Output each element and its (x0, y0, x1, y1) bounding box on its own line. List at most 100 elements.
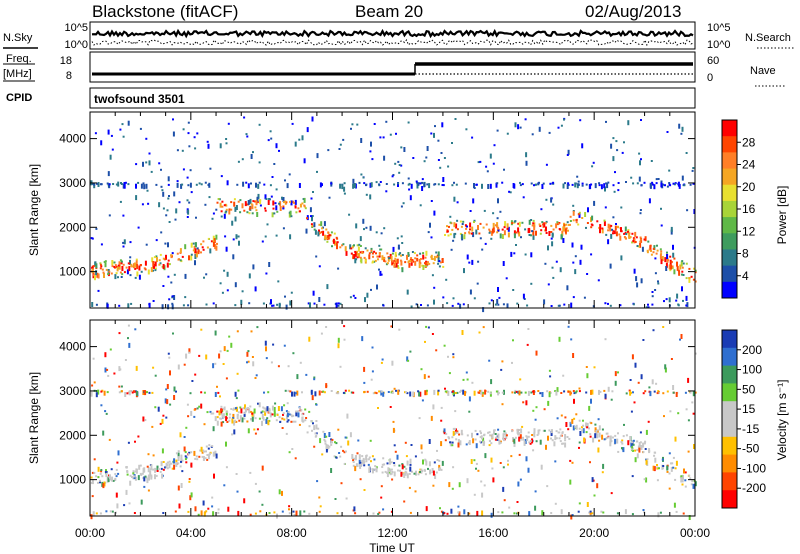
echo-cell (483, 484, 486, 487)
echo-cell (131, 476, 133, 478)
echo-cell (254, 417, 257, 420)
echo-cell (344, 246, 347, 252)
echo-cell (432, 470, 435, 476)
echo-cell (671, 462, 674, 465)
colorbar-cell (722, 152, 737, 170)
echo-cell (271, 212, 274, 218)
echo-cell (562, 183, 565, 189)
echo-cell (264, 410, 267, 416)
echo-cell (510, 455, 513, 458)
echo-cell (180, 460, 182, 463)
echo-cell (363, 366, 366, 372)
echo-cell (513, 512, 516, 515)
echo-cell (694, 280, 697, 283)
echo-cell (380, 485, 383, 488)
echo-cell (681, 266, 684, 269)
echo-cell (206, 246, 209, 249)
echo-cell (383, 463, 386, 466)
echo-cell (501, 228, 504, 231)
colorbar-tick-label: 24 (742, 158, 756, 172)
echo-cell (462, 389, 465, 395)
echo-cell (127, 324, 130, 327)
echo-cell (613, 232, 616, 235)
echo-cell (598, 439, 601, 442)
echo-cell (125, 489, 128, 495)
echo-cell (265, 346, 267, 352)
echo-cell (614, 225, 617, 231)
echo-cell (261, 410, 264, 413)
echo-cell (174, 218, 177, 221)
echo-cell (162, 512, 165, 514)
echo-cell (380, 390, 383, 396)
echo-cell (662, 326, 665, 328)
echo-cell (594, 183, 597, 189)
echo-cell (104, 410, 107, 413)
echo-cell (539, 225, 542, 227)
echo-cell (493, 429, 495, 435)
echo-cell (119, 259, 122, 262)
echo-cell (392, 420, 395, 423)
nave-tick-high: 60 (707, 55, 719, 67)
echo-cell (531, 230, 534, 233)
echo-cell (524, 253, 527, 256)
x-tick-label: 00:00 (680, 526, 710, 540)
echo-cell (607, 229, 610, 232)
echo-cell (97, 273, 100, 279)
echo-cell (204, 457, 207, 460)
echo-cell (221, 200, 224, 203)
echo-cell (499, 441, 502, 444)
echo-cell (134, 390, 137, 393)
echo-cell (116, 503, 119, 509)
echo-cell (122, 135, 125, 138)
echo-cell (225, 246, 228, 252)
echo-cell (684, 471, 687, 474)
echo-cell (461, 223, 464, 225)
echo-cell (172, 131, 175, 137)
echo-cell (370, 288, 372, 291)
echo-cell (235, 406, 238, 412)
echo-cell (537, 429, 540, 435)
echo-cell (323, 303, 326, 306)
echo-cell (494, 438, 497, 441)
echo-cell (257, 402, 259, 405)
echo-cell (139, 472, 142, 475)
echo-cell (288, 413, 291, 416)
echo-cell (430, 415, 433, 421)
echo-cell (234, 419, 237, 422)
echo-cell (273, 212, 276, 215)
echo-cell (575, 424, 578, 430)
echo-cell (350, 247, 353, 250)
echo-cell (363, 256, 366, 259)
echo-cell (471, 432, 473, 438)
echo-cell (253, 428, 256, 431)
echo-cell (315, 424, 318, 430)
echo-cell (328, 236, 331, 239)
echo-cell (167, 259, 170, 262)
echo-cell (189, 182, 192, 188)
echo-cell (639, 240, 642, 243)
echo-cell (666, 470, 669, 473)
echo-cell (532, 409, 535, 412)
echo-cell (378, 390, 381, 393)
echo-cell (611, 390, 614, 393)
echo-cell (128, 266, 131, 272)
echo-cell (278, 149, 280, 152)
echo-cell (558, 304, 561, 307)
colorbar-cell (722, 120, 737, 137)
echo-cell (343, 462, 346, 465)
echo-cell (473, 297, 476, 300)
echo-cell (311, 395, 314, 401)
echo-cell (205, 445, 208, 448)
echo-cell (202, 500, 205, 506)
echo-cell (308, 512, 311, 515)
echo-cell (295, 411, 298, 417)
echo-cell (102, 430, 105, 436)
echo-cell (613, 230, 616, 233)
echo-cell (249, 513, 252, 516)
echo-cell (233, 420, 236, 426)
echo-cell (593, 200, 596, 206)
echo-cell (107, 374, 110, 377)
echo-cell (407, 252, 410, 257)
echo-cell (194, 373, 197, 376)
echo-cell (186, 403, 189, 406)
